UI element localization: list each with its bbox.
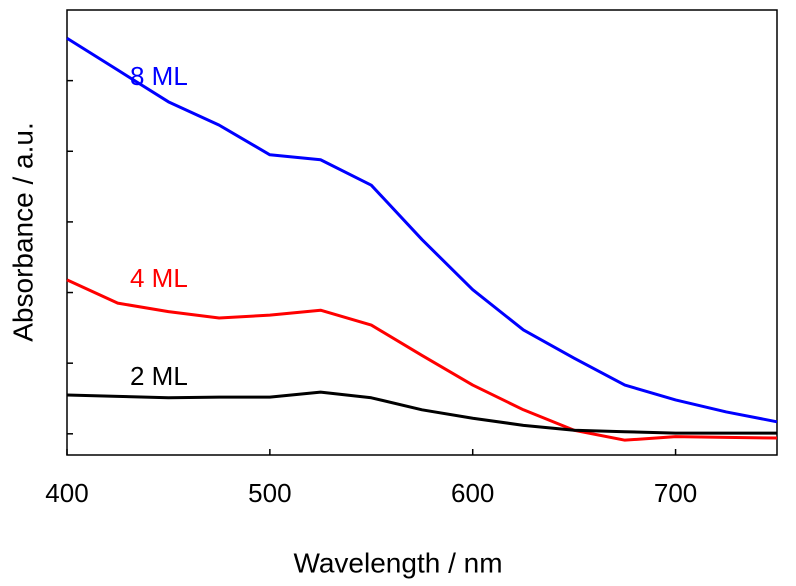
y-axis-label: Absorbance / a.u. [7, 122, 38, 341]
series-line [66, 390, 777, 435]
series-line [66, 36, 778, 424]
x-tick-label: 600 [451, 478, 494, 508]
series-label: 8 ML [130, 61, 188, 91]
series-label: 4 ML [130, 263, 188, 293]
plot-frame [66, 9, 778, 456]
x-tick-label: 400 [45, 478, 88, 508]
series-label: 2 ML [130, 361, 188, 391]
x-tick-label: 700 [654, 478, 697, 508]
x-tick-label: 500 [248, 478, 291, 508]
series-line [66, 278, 778, 442]
x-axis-label: Wavelength / nm [293, 547, 502, 578]
